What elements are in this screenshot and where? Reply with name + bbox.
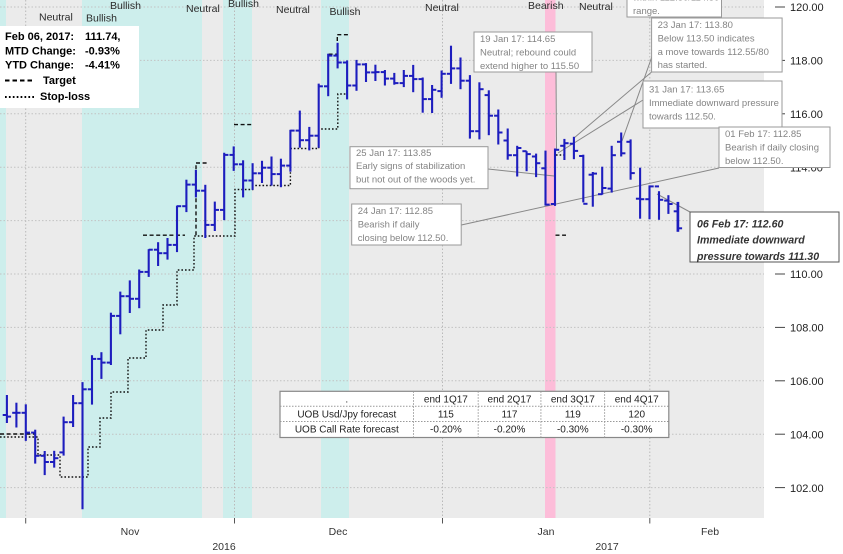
svg-text:-0.20%: -0.20% [494,425,526,436]
svg-text:end 4Q17: end 4Q17 [615,395,659,406]
svg-text:Neutral: Neutral [186,3,220,15]
svg-text:Bullish: Bullish [110,0,141,12]
svg-text:106.00: 106.00 [790,376,824,388]
svg-text:-4.41%: -4.41% [85,60,120,72]
svg-text:Bearish: Bearish [528,0,564,12]
svg-text:117: 117 [502,409,518,420]
svg-text:Nov: Nov [121,526,140,538]
svg-text:116.00: 116.00 [790,109,823,121]
svg-text:within 112.50/114.50: within 112.50/114.50 [632,0,719,4]
svg-text:-0.30%: -0.30% [557,425,589,436]
svg-text:118.00: 118.00 [790,56,823,68]
svg-text:23 Jan 17: 113.80: 23 Jan 17: 113.80 [658,20,733,31]
svg-text:towards 112.50.: towards 112.50. [649,111,716,122]
svg-text:Feb 06, 2017:: Feb 06, 2017: [5,31,74,43]
svg-text:102.00: 102.00 [790,483,824,495]
svg-text:Dec: Dec [329,526,348,538]
svg-text:Bearish if daily closing: Bearish if daily closing [725,142,819,153]
svg-text:Neutral: Neutral [425,2,459,14]
svg-text:108.00: 108.00 [790,323,824,335]
svg-text:range.: range. [633,6,660,17]
svg-text:06 Feb 17: 112.60: 06 Feb 17: 112.60 [697,219,783,231]
svg-text:2016: 2016 [212,541,236,553]
svg-text:Neutral: Neutral [579,1,613,13]
svg-text:Bullish: Bullish [86,13,117,25]
svg-text:Immediate downward: Immediate downward [697,235,805,247]
svg-text:Stop-loss: Stop-loss [40,91,90,103]
svg-text:pressure towards 111.30: pressure towards 111.30 [696,251,819,263]
svg-text:2017: 2017 [595,541,619,553]
svg-text:Jan: Jan [538,526,555,538]
svg-text:YTD Change:: YTD Change: [5,60,74,72]
svg-text:Target: Target [43,75,76,87]
svg-text:a move towards 112.55/80: a move towards 112.55/80 [658,47,769,58]
svg-text:Below 113.50 indicates: Below 113.50 indicates [658,34,755,45]
svg-text:-0.30%: -0.30% [621,425,653,436]
svg-text:MTD Change:: MTD Change: [5,46,76,58]
svg-text:extend higher to 115.50: extend higher to 115.50 [480,61,579,72]
svg-text:Neutral; rebound could: Neutral; rebound could [480,48,576,59]
svg-text:120.00: 120.00 [790,2,824,14]
svg-text:end 2Q17: end 2Q17 [488,395,532,406]
svg-text:Immediate downward pressure: Immediate downward pressure [649,98,779,109]
svg-text:Neutral: Neutral [276,4,310,16]
svg-text:below 112.50.: below 112.50. [725,156,783,167]
svg-text:closing below 112.50.: closing below 112.50. [358,233,449,244]
svg-text:Early signs of stabilization: Early signs of stabilization [356,161,465,172]
svg-text:31 Jan 17: 113.65: 31 Jan 17: 113.65 [649,85,724,96]
svg-text:115: 115 [438,409,454,420]
svg-text:UOB Usd/Jpy forecast: UOB Usd/Jpy forecast [297,409,396,420]
svg-text:has started.: has started. [658,60,708,71]
svg-text:end 3Q17: end 3Q17 [551,395,595,406]
svg-text:Feb: Feb [701,526,719,538]
svg-text:Bullish: Bullish [330,6,361,18]
svg-text:25 Jan 17: 113.85: 25 Jan 17: 113.85 [356,148,431,159]
svg-text:-0.20%: -0.20% [430,425,462,436]
svg-text:but not out of the woods yet.: but not out of the woods yet. [356,175,475,186]
svg-text:110.00: 110.00 [790,269,823,281]
svg-text:-0.93%: -0.93% [85,46,120,58]
svg-text:UOB Call Rate forecast: UOB Call Rate forecast [295,425,399,436]
svg-text:111.74,: 111.74, [85,31,121,43]
svg-text:end 1Q17: end 1Q17 [424,395,468,406]
svg-text:Bearish if daily: Bearish if daily [358,220,420,231]
svg-text:119: 119 [565,409,581,420]
svg-text:Neutral: Neutral [39,12,73,24]
svg-text:.: . [345,395,348,406]
svg-text:19 Jan 17: 114.65: 19 Jan 17: 114.65 [480,34,555,45]
svg-text:01 Feb 17: 112.85: 01 Feb 17: 112.85 [725,129,801,140]
svg-text:120: 120 [628,409,645,420]
svg-text:24 Jan 17: 112.85: 24 Jan 17: 112.85 [358,206,433,217]
svg-text:104.00: 104.00 [790,429,824,441]
svg-text:Bullish: Bullish [228,0,259,10]
